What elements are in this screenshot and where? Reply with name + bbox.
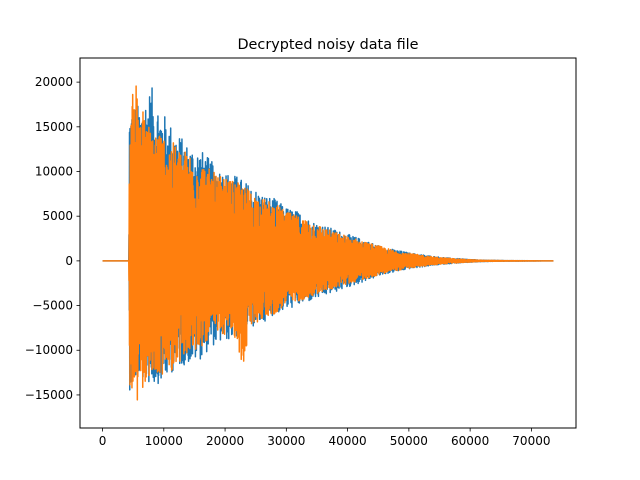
x-tick-label: 40000 — [329, 434, 367, 448]
x-tick-label: 20000 — [206, 434, 244, 448]
x-tick-label: 70000 — [512, 434, 550, 448]
x-axis-ticks: 0 10000 20000 30000 40000 50000 60000 70000 — [99, 428, 550, 448]
y-tick-label: 5000 — [42, 209, 73, 223]
y-tick-label: −10000 — [25, 343, 73, 357]
y-tick-label: 0 — [65, 254, 73, 268]
plot-frame — [79, 57, 577, 429]
y-tick-label: 20000 — [35, 75, 73, 89]
x-tick-label: 60000 — [451, 434, 489, 448]
y-axis-ticks: −15000 −10000 −5000 0 5000 10000 15000 20000 — [25, 75, 80, 402]
x-tick-label: 50000 — [390, 434, 428, 448]
y-tick-label: 10000 — [35, 165, 73, 179]
series-line-2 — [102, 85, 554, 401]
x-tick-label: 10000 — [145, 434, 183, 448]
chart-title: Decrypted noisy data file — [237, 37, 418, 53]
y-tick-label: −5000 — [32, 299, 73, 313]
series-layer — [102, 85, 554, 401]
y-tick-label: 15000 — [35, 120, 73, 134]
x-tick-label: 0 — [99, 434, 107, 448]
x-tick-label: 30000 — [267, 434, 305, 448]
y-tick-label: −15000 — [25, 388, 73, 402]
